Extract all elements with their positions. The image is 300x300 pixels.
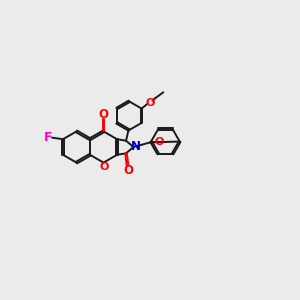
Text: O: O xyxy=(146,98,155,108)
Text: O: O xyxy=(99,161,109,172)
Text: F: F xyxy=(44,131,52,144)
Text: N: N xyxy=(130,140,140,154)
Text: O: O xyxy=(123,164,133,177)
Text: O: O xyxy=(155,136,164,146)
Text: O: O xyxy=(98,108,109,121)
